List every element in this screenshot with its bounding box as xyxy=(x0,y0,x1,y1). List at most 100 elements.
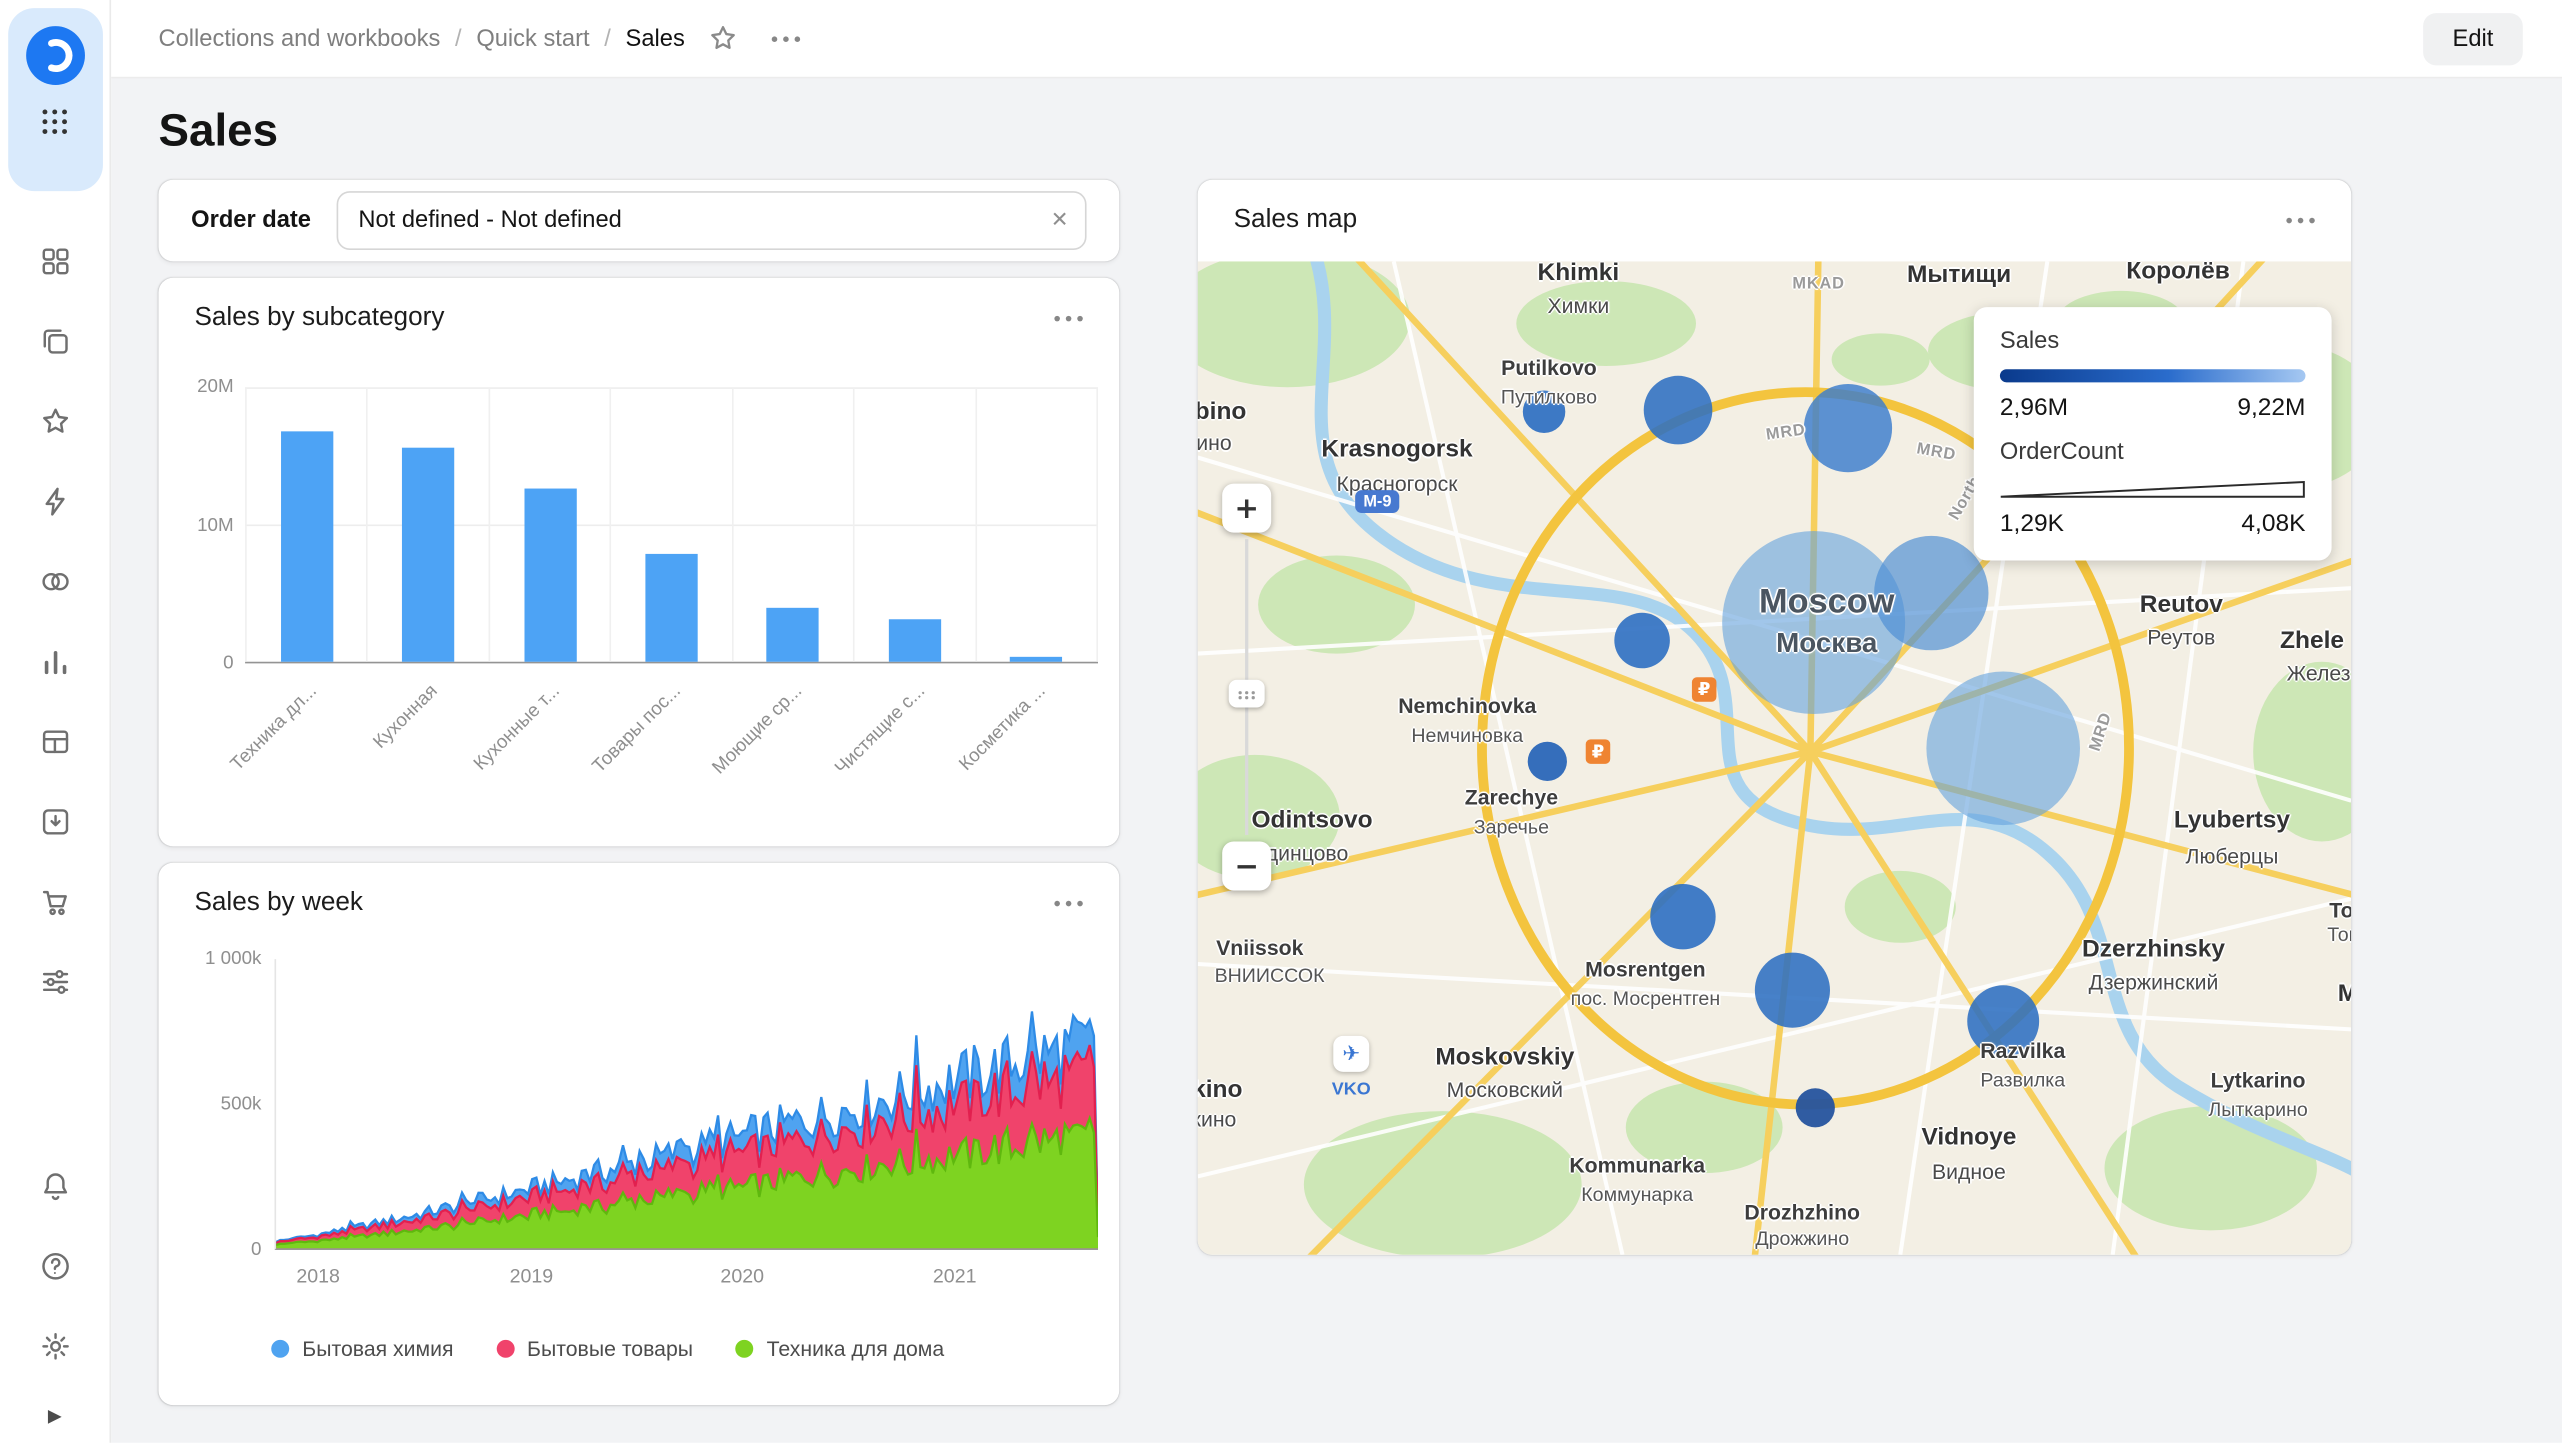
bar[interactable] xyxy=(523,488,577,662)
breadcrumb-separator: / xyxy=(604,25,611,52)
map-label: ино xyxy=(1197,430,1232,456)
map-label: Lytkarino xyxy=(2210,1067,2306,1093)
plane-badge[interactable]: ✈ xyxy=(1333,1035,1370,1072)
favorites-icon[interactable] xyxy=(38,405,71,438)
chart-menu-icon[interactable] xyxy=(2279,211,2321,231)
map-label: Reutov xyxy=(2139,590,2223,619)
topbar-actions xyxy=(708,23,808,54)
map-label: Khimki xyxy=(1537,261,1620,287)
legend-label: Бытовые товары xyxy=(527,1336,694,1362)
breadcrumb-collections[interactable]: Collections and workbooks xyxy=(158,25,441,52)
bar-slot[interactable]: Кухонные т... xyxy=(471,387,610,774)
breadcrumb-quick-start[interactable]: Quick start xyxy=(476,25,590,52)
expand-icon[interactable]: ▶ xyxy=(47,1405,62,1427)
road-badge: M-9 xyxy=(1355,490,1400,514)
bar[interactable] xyxy=(766,608,820,662)
legend-item[interactable]: Бытовая химия xyxy=(271,1336,454,1362)
breadcrumb-current: Sales xyxy=(625,25,685,52)
services-icon[interactable] xyxy=(38,565,71,598)
sales-bubble[interactable] xyxy=(1926,671,2080,826)
chart-title: Sales map xyxy=(1233,205,1358,234)
map-label: Dzerzhinsky xyxy=(2081,935,2226,964)
apps-grid-icon[interactable] xyxy=(42,109,67,134)
map-label: Том xyxy=(2327,923,2351,947)
bar-chart-plot-slots: Техника дл... Кухонная Кухонные т... Товары… xyxy=(227,387,1098,779)
quick-actions-icon[interactable] xyxy=(38,485,71,518)
ruble-badge: ₽ xyxy=(1691,677,1717,702)
date-range-input[interactable] xyxy=(337,191,1087,250)
preferences-icon[interactable] xyxy=(38,966,71,999)
bar-y-tick: 0 xyxy=(223,653,234,674)
sales-bubble[interactable] xyxy=(1967,985,2040,1058)
map-label: Москва xyxy=(1776,627,1878,659)
sales-bubble[interactable] xyxy=(1614,612,1670,669)
legend-item[interactable]: Бытовые товары xyxy=(495,1336,694,1362)
collections-icon[interactable] xyxy=(38,325,71,358)
bar-slot[interactable]: Техника дл... xyxy=(227,387,367,775)
bar-x-label: Моющие ср... xyxy=(710,681,807,779)
legend-item[interactable]: Техника для дома xyxy=(735,1337,944,1361)
bar-slot[interactable]: Чистящие с... xyxy=(831,387,975,779)
edit-button[interactable]: Edit xyxy=(2423,12,2523,65)
sales-bubble[interactable] xyxy=(1527,741,1567,782)
map-canvas[interactable]: + − Sales 2,96M 9,22M OrderCount 1,29K xyxy=(1197,261,2352,1255)
bar[interactable] xyxy=(402,447,455,662)
zoom-out-button[interactable]: − xyxy=(1222,841,1272,891)
sales-by-subcategory-card: Sales by subcategory 20M 10M 0 Техника дл.… xyxy=(158,277,1120,847)
map-label: Vidnoye xyxy=(1921,1123,2017,1152)
zoom-slider-handle[interactable] xyxy=(1228,679,1265,708)
sales-bubble[interactable] xyxy=(1650,883,1716,950)
more-menu-icon[interactable] xyxy=(765,29,807,49)
sidebar-bottom-nav xyxy=(38,1170,71,1363)
gridline xyxy=(245,524,1099,527)
sales-bubble[interactable] xyxy=(1522,390,1566,433)
bar[interactable] xyxy=(1010,657,1063,662)
sales-bubble[interactable] xyxy=(1874,535,1989,651)
sales-bubble[interactable] xyxy=(1803,383,1893,473)
favorite-star-icon[interactable] xyxy=(708,23,739,54)
legend-label: Бытовая химия xyxy=(302,1336,454,1362)
bar-slot[interactable]: Моющие ср... xyxy=(710,387,853,778)
chart-menu-icon[interactable] xyxy=(1047,894,1089,914)
sales-bubble[interactable] xyxy=(1722,531,1906,715)
bar-x-label: Чистящие с... xyxy=(831,681,929,779)
map-label: Moskovskiy xyxy=(1435,1043,1575,1072)
bar-y-tick: 20M xyxy=(197,377,234,398)
line-series-green xyxy=(276,1114,1099,1247)
bar-slot[interactable]: Кухонная xyxy=(366,387,489,753)
map-label: Видное xyxy=(1931,1159,2006,1184)
charts-icon[interactable] xyxy=(38,645,71,678)
help-icon[interactable] xyxy=(38,1250,71,1283)
map-legend: Sales 2,96M 9,22M OrderCount 1,29K 4,08K xyxy=(1973,307,2332,561)
topbar: Collections and workbooks / Quick start … xyxy=(111,0,2562,79)
bar-slot[interactable]: Косметика ... xyxy=(957,387,1098,775)
bar[interactable] xyxy=(645,554,698,662)
bar-x-label: Товары пос... xyxy=(589,681,686,777)
datasets-icon[interactable] xyxy=(38,725,71,758)
marketplace-icon[interactable] xyxy=(38,886,71,919)
notifications-icon[interactable] xyxy=(38,1170,71,1203)
bar[interactable] xyxy=(888,619,941,662)
connections-icon[interactable] xyxy=(38,806,71,839)
line-series-blue xyxy=(276,1011,1099,1244)
sales-bubble[interactable] xyxy=(1754,952,1831,1028)
map-label: Putilkovo xyxy=(1501,355,1597,380)
chart-menu-icon[interactable] xyxy=(1047,309,1089,329)
clear-filter-icon[interactable]: ✕ xyxy=(1050,208,1069,233)
ordercount-legend-label: OrderCount xyxy=(1999,439,2124,466)
bar[interactable] xyxy=(280,431,333,662)
ordercount-max-value: 4,08K xyxy=(2241,509,2306,538)
line-series-red xyxy=(276,1044,1099,1245)
datalens-logo[interactable] xyxy=(25,26,85,85)
map-label: Zhele xyxy=(2279,626,2345,655)
dashboards-icon[interactable] xyxy=(38,245,71,278)
area-chart-svg xyxy=(276,1011,1099,1249)
logo-bubble xyxy=(7,8,103,192)
zoom-in-button[interactable]: + xyxy=(1222,483,1272,533)
settings-gear-icon[interactable] xyxy=(38,1330,71,1363)
bar-slot[interactable]: Товары пос... xyxy=(590,387,732,777)
area-y-tick: 1 000k xyxy=(205,949,262,969)
sales-bubble[interactable] xyxy=(1795,1088,1835,1128)
map-label: Путилково xyxy=(1500,385,1598,409)
sales-bubble[interactable] xyxy=(1643,375,1713,445)
